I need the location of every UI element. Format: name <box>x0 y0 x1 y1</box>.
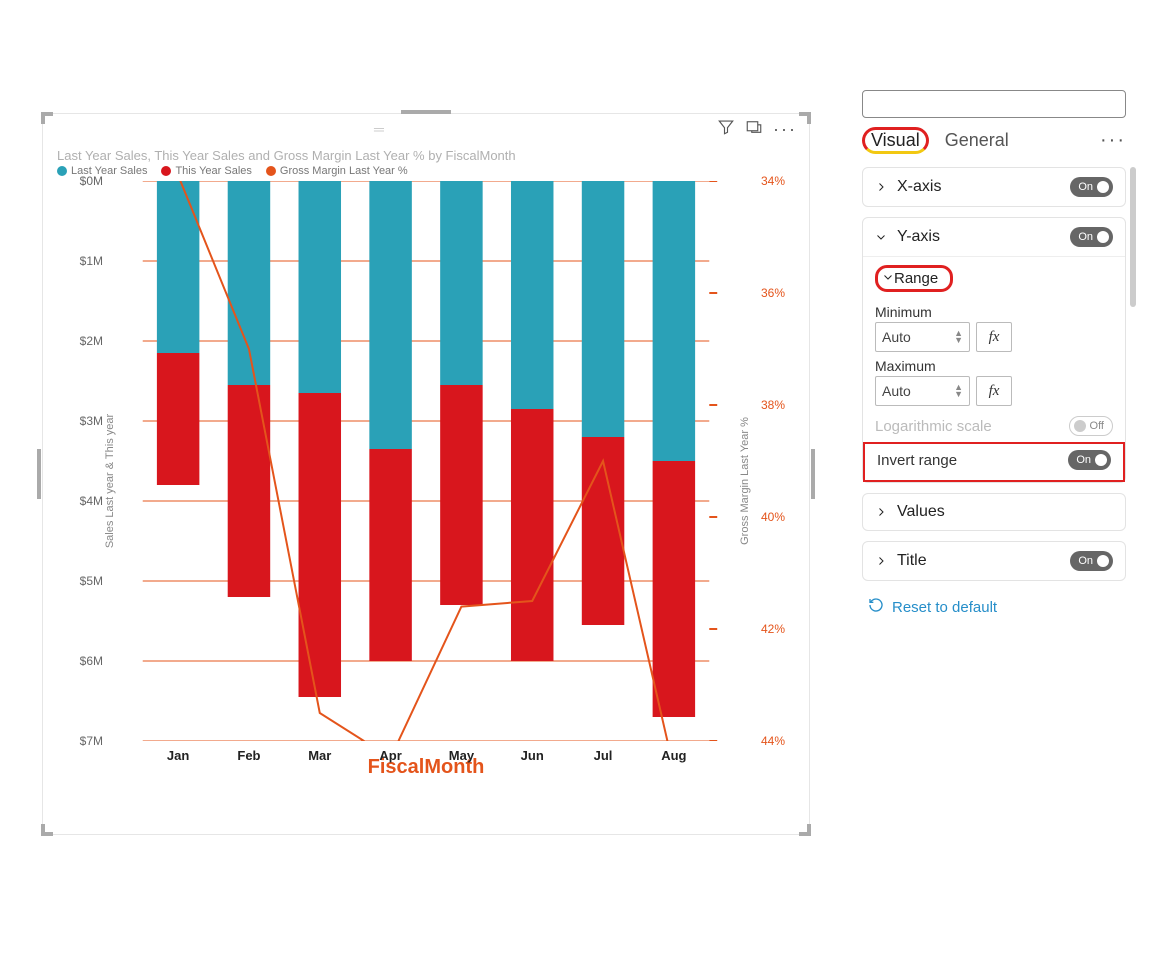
y-tick-left: $3M <box>67 414 103 428</box>
x-tick: Jun <box>521 748 544 763</box>
y-tick-left: $4M <box>67 494 103 508</box>
reset-label: Reset to default <box>892 599 997 616</box>
chart-title: Last Year Sales, This Year Sales and Gro… <box>43 144 809 165</box>
toggle-y-axis[interactable]: On <box>1070 227 1113 247</box>
y-tick-left: $5M <box>67 574 103 588</box>
legend-item[interactable]: Gross Margin Last Year % <box>266 165 408 177</box>
x-tick: Feb <box>237 748 260 763</box>
chevron-down-icon <box>875 231 891 243</box>
resize-handle[interactable] <box>41 112 53 124</box>
chevron-right-icon <box>875 555 891 567</box>
card-label: Y-axis <box>897 228 940 246</box>
drag-handle-icon[interactable]: ═ <box>43 121 717 137</box>
resize-handle[interactable] <box>811 449 815 499</box>
search-input[interactable]: Search <box>862 90 1126 118</box>
fx-button[interactable]: fx <box>976 322 1012 352</box>
format-tabs: Visual General ··· <box>854 126 1134 155</box>
plot-area[interactable] <box>98 181 754 741</box>
visual-header-bar: ═ ··· <box>43 114 809 144</box>
focus-mode-icon[interactable] <box>745 118 763 141</box>
spinner-icon[interactable]: ▲▼ <box>954 384 963 398</box>
y-tick-right: 36% <box>761 286 785 300</box>
x-tick: Jul <box>594 748 613 763</box>
y-tick-left: $1M <box>67 254 103 268</box>
range-label: Range <box>894 270 938 287</box>
x-axis-title: FiscalMonth <box>43 756 809 779</box>
card-y-axis: Y-axis On Range Minimum Auto ▲▼ <box>862 217 1126 483</box>
x-tick: Jan <box>167 748 189 763</box>
y-tick-right: 42% <box>761 622 785 636</box>
chart-legend: Last Year Sales This Year Sales Gross Ma… <box>43 165 809 181</box>
toggle-log-scale: Off <box>1069 416 1113 436</box>
card-x-axis: X-axis On <box>862 167 1126 207</box>
invert-range-highlight: Invert range On <box>863 442 1125 482</box>
tab-general[interactable]: General <box>939 126 1015 155</box>
scrollbar-thumb[interactable] <box>1130 167 1136 307</box>
expand-title[interactable]: Title On <box>863 542 1125 580</box>
resize-handle[interactable] <box>37 449 41 499</box>
y-tick-left: $6M <box>67 654 103 668</box>
invert-range-label: Invert range <box>877 452 957 469</box>
legend-label: This Year Sales <box>175 165 251 177</box>
expand-y-axis[interactable]: Y-axis On <box>863 218 1125 256</box>
legend-label: Gross Margin Last Year % <box>280 165 408 177</box>
chart-visual-container[interactable]: ═ ··· Last Year Sales, This Year Sales a… <box>42 113 810 835</box>
y-tick-left: $2M <box>67 334 103 348</box>
y-tick-right: 38% <box>761 398 785 412</box>
maximum-input[interactable]: Auto ▲▼ <box>875 376 970 406</box>
filter-icon[interactable] <box>717 118 735 141</box>
maximum-label: Maximum <box>875 358 1113 374</box>
x-tick: May <box>449 748 474 763</box>
expand-values[interactable]: Values <box>863 494 1125 530</box>
spinner-icon[interactable]: ▲▼ <box>954 330 963 344</box>
card-label: X-axis <box>897 178 941 196</box>
chevron-right-icon <box>875 181 891 193</box>
format-pane: Search Visual General ··· X-axis On Y-ax… <box>854 90 1134 623</box>
minimum-input[interactable]: Auto ▲▼ <box>875 322 970 352</box>
x-tick: Mar <box>308 748 331 763</box>
y-tick-right: 40% <box>761 510 785 524</box>
more-options-icon[interactable]: ··· <box>773 119 797 140</box>
reset-to-default[interactable]: Reset to default <box>854 591 1134 623</box>
tab-visual[interactable]: Visual <box>862 127 929 154</box>
expand-range[interactable]: Range <box>875 265 953 292</box>
card-title: Title On <box>862 541 1126 581</box>
y-tick-left: $7M <box>67 734 103 748</box>
toggle-title[interactable]: On <box>1070 551 1113 571</box>
chevron-down-icon <box>882 270 894 287</box>
x-tick: Aug <box>661 748 686 763</box>
fx-button[interactable]: fx <box>976 376 1012 406</box>
resize-handle[interactable] <box>401 110 451 114</box>
card-label: Values <box>897 503 945 521</box>
card-values: Values <box>862 493 1126 531</box>
expand-x-axis[interactable]: X-axis On <box>863 168 1125 206</box>
toggle-invert-range[interactable]: On <box>1068 450 1111 470</box>
log-scale-row: Logarithmic scale Off <box>875 416 1113 436</box>
reset-icon <box>868 597 884 617</box>
x-tick: Apr <box>379 748 401 763</box>
minimum-label: Minimum <box>875 304 1113 320</box>
resize-handle[interactable] <box>799 112 811 124</box>
log-scale-label: Logarithmic scale <box>875 418 992 435</box>
y-tick-right: 34% <box>761 174 785 188</box>
resize-handle[interactable] <box>41 824 53 836</box>
legend-item[interactable]: This Year Sales <box>161 165 251 177</box>
resize-handle[interactable] <box>799 824 811 836</box>
y-tick-right: 44% <box>761 734 785 748</box>
card-label: Title <box>897 552 927 570</box>
toggle-x-axis[interactable]: On <box>1070 177 1113 197</box>
chevron-right-icon <box>875 506 891 518</box>
y-tick-left: $0M <box>67 174 103 188</box>
more-options-icon[interactable]: ··· <box>1100 129 1126 152</box>
